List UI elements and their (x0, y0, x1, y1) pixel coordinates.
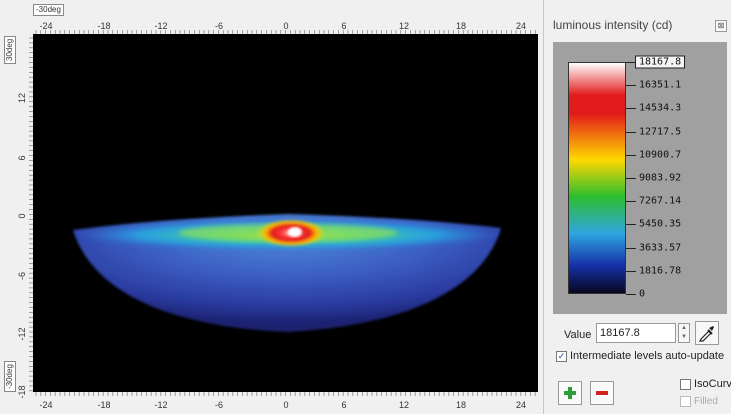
x-top-tick-label: 24 (515, 21, 527, 31)
legend-level-label: 0 (639, 288, 646, 300)
x-top-tick-label: 6 (341, 21, 347, 31)
left-axis-ruler (0, 34, 33, 392)
legend-tick-mark (626, 62, 636, 63)
legend-level-label: 10900.7 (639, 149, 682, 161)
isocurve-check-icon (680, 378, 691, 390)
x-top-tick-label: 12 (398, 21, 410, 31)
legend-tick-mark (626, 270, 636, 272)
isocurve-label: IsoCurve (694, 378, 731, 390)
value-input[interactable] (596, 323, 676, 343)
left-bottom-corner-label: -30deg (4, 361, 16, 392)
legend-level-label: 9083.92 (639, 172, 682, 184)
x-bottom-tick-label: -18 (97, 400, 111, 410)
y-tick-label: 12 (17, 92, 27, 104)
intensity-peak (288, 227, 302, 237)
legend-level-label: 12717.5 (639, 126, 682, 138)
legend-level-label: 5450.35 (639, 218, 682, 230)
x-bottom-tick-label: 12 (398, 400, 410, 410)
value-label: Value (564, 329, 592, 341)
legend-tick-mark (626, 85, 636, 87)
eyedropper-icon (699, 326, 714, 342)
value-spinner[interactable]: ▲ ▼ (678, 323, 690, 343)
top-axis-ruler (33, 18, 538, 34)
bottom-axis-ruler (33, 392, 538, 412)
filled-check-icon (680, 396, 691, 407)
auto-update-check-icon: ✓ (556, 350, 567, 362)
y-tick-label: 6 (17, 155, 27, 161)
eyedropper-button[interactable] (695, 321, 719, 345)
add-level-button[interactable] (558, 381, 582, 405)
remove-level-button[interactable] (590, 381, 614, 405)
y-tick-label: -18 (17, 385, 27, 399)
x-bottom-tick-label: -12 (154, 400, 168, 410)
x-top-tick-label: -12 (154, 21, 168, 31)
legend-tick-mark (626, 247, 636, 249)
x-top-tick-label: -6 (214, 21, 224, 31)
panel-title: luminous intensity (cd) (553, 18, 673, 32)
x-bottom-tick-label: 24 (515, 400, 527, 410)
legend-level-label: 1816.78 (639, 265, 682, 277)
intensity-map-canvas[interactable] (33, 34, 538, 392)
close-icon[interactable]: ⊠ (715, 20, 727, 32)
plus-icon (564, 387, 576, 399)
legend-tick-mark (626, 178, 636, 179)
legend-level-label: 3633.57 (639, 242, 682, 254)
intensity-map-image (73, 214, 503, 332)
legend-level-label: 7267.14 (639, 195, 682, 207)
legend-tick-mark (626, 201, 636, 203)
intensity-plot-frame: -30deg 30deg -30deg (0, 4, 543, 412)
x-bottom-tick-label: 0 (283, 400, 289, 410)
x-top-tick-label: -18 (97, 21, 111, 31)
legend-max-value[interactable]: 18167.8 (635, 55, 686, 69)
legend-level-label: 14534.3 (639, 102, 682, 114)
minus-icon (596, 391, 608, 395)
y-tick-label: 0 (17, 213, 27, 219)
right-axis-ruler (538, 34, 543, 392)
spin-up-icon[interactable]: ▲ (681, 325, 687, 331)
top-corner-label: -30deg (33, 4, 64, 16)
auto-update-label: Intermediate levels auto-update (570, 350, 725, 362)
legend-level-label: 16351.1 (639, 79, 682, 91)
legend-panel: luminous intensity (cd) ⊠ 18167.8 16351.1… (543, 0, 731, 414)
legend-tick-mark (626, 108, 636, 110)
color-legend: 18167.8 16351.1 14534.3 12717.5 10900.7 9083.… (553, 42, 727, 314)
y-tick-label: -6 (17, 271, 27, 281)
x-top-tick-label: 18 (455, 21, 467, 31)
filled-label: Filled (694, 396, 718, 407)
legend-tick-mark (626, 224, 636, 226)
legend-tick-mark (626, 131, 636, 133)
y-tick-label: -12 (17, 327, 27, 341)
legend-tick-mark (626, 294, 636, 295)
x-bottom-tick-label: 18 (455, 400, 467, 410)
filled-checkbox[interactable]: Filled (680, 396, 718, 407)
x-top-tick-label: -24 (39, 21, 53, 31)
isocurve-checkbox[interactable]: IsoCurve (680, 378, 731, 390)
color-scale-bar (568, 62, 626, 294)
x-bottom-tick-label: 6 (341, 400, 347, 410)
x-bottom-tick-label: -6 (214, 400, 224, 410)
auto-update-checkbox[interactable]: ✓ Intermediate levels auto-update (556, 350, 724, 362)
left-top-corner-label: 30deg (4, 35, 16, 64)
x-top-tick-label: 0 (283, 21, 289, 31)
legend-tick-mark (626, 154, 636, 156)
spin-down-icon[interactable]: ▼ (681, 334, 687, 340)
x-bottom-tick-label: -24 (39, 400, 53, 410)
